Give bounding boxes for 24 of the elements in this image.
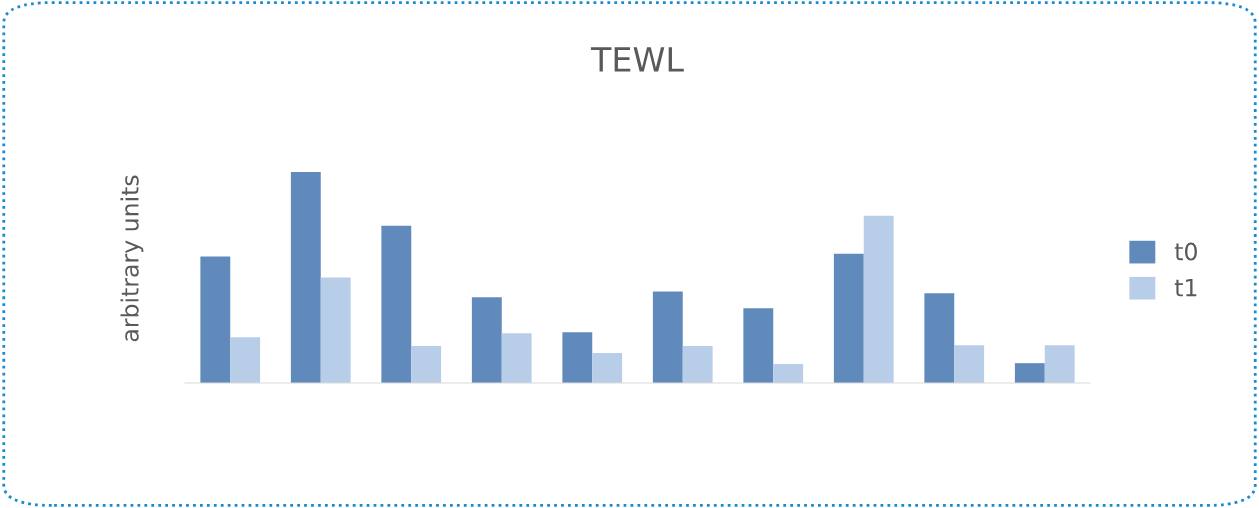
bar — [471, 297, 502, 383]
bar — [381, 225, 412, 383]
y-axis-title: arbitrary units — [120, 175, 144, 342]
legend-label: t0 — [1174, 242, 1197, 261]
chart-title: TEWL — [590, 47, 684, 72]
bar — [501, 333, 532, 383]
bar — [1044, 345, 1075, 383]
bar — [652, 291, 683, 383]
bar — [773, 364, 804, 383]
bar — [290, 171, 321, 383]
bar — [833, 253, 864, 383]
bar — [924, 293, 955, 383]
bar — [1014, 363, 1045, 383]
bar — [200, 256, 231, 383]
bar — [411, 346, 442, 383]
bar — [562, 332, 593, 383]
bar — [954, 345, 985, 383]
bar — [592, 353, 623, 383]
bar — [743, 308, 774, 383]
bar — [863, 215, 894, 383]
bar — [320, 277, 351, 383]
bar — [682, 346, 713, 383]
bar — [230, 337, 261, 383]
legend-label: t1 — [1174, 279, 1197, 297]
